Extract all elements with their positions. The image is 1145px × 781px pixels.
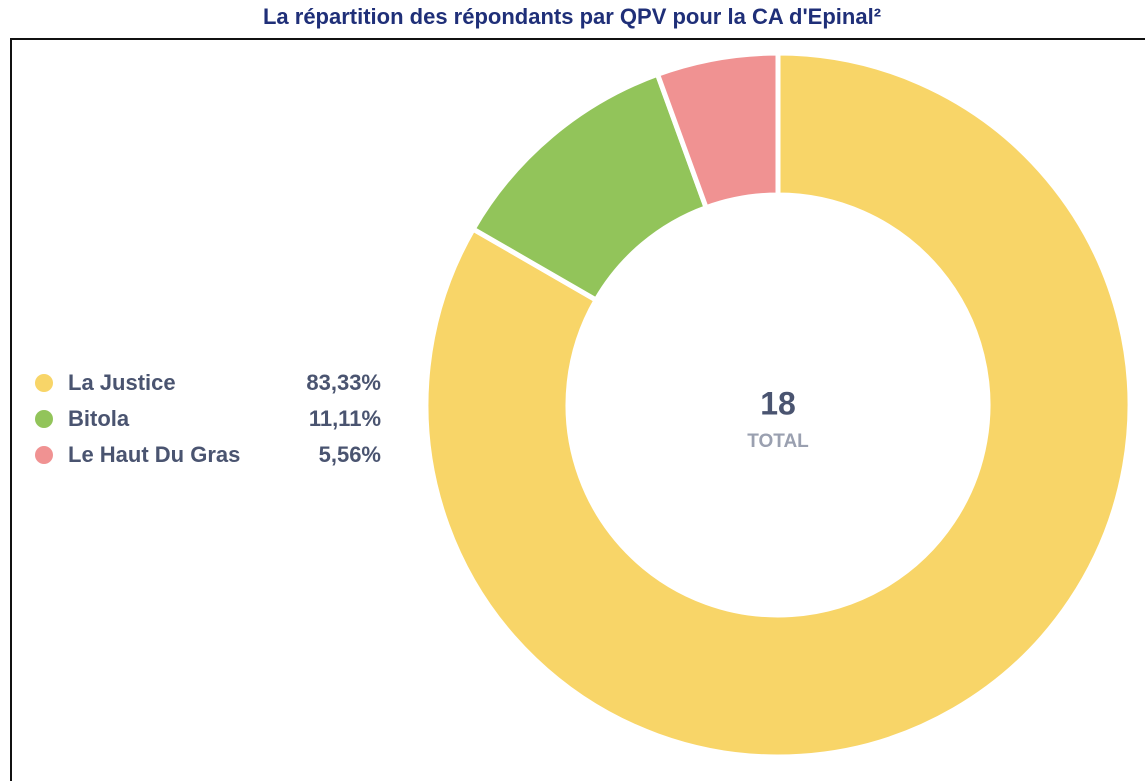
frame — [10, 38, 1145, 781]
legend-marker — [35, 446, 53, 464]
chart-title: La répartition des répondants par QPV po… — [263, 4, 881, 29]
donut-segment — [423, 50, 1133, 760]
legend-marker — [35, 374, 53, 392]
legend-marker — [35, 410, 53, 428]
donut-segment — [654, 50, 781, 211]
legend-label: Le Haut Du Gras — [68, 442, 240, 467]
total-label: TOTAL — [747, 431, 809, 452]
legend-value: 83,33% — [306, 370, 381, 395]
total-value: 18 — [760, 385, 796, 421]
legend-value: 5,56% — [319, 442, 381, 467]
legend-label: Bitola — [68, 406, 130, 431]
legend-label: La Justice — [68, 370, 176, 395]
legend-value: 11,11% — [309, 406, 381, 431]
